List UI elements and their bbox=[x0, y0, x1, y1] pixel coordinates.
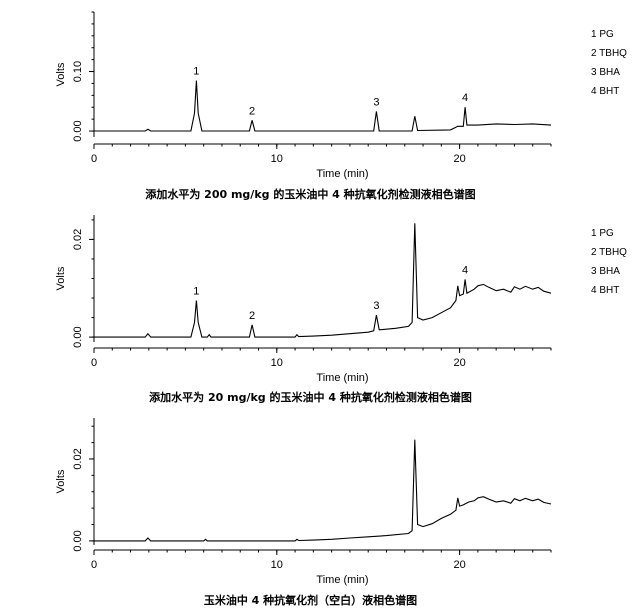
legend-item: 3 BHA bbox=[591, 67, 620, 78]
chromatogram-trace bbox=[94, 439, 552, 542]
x-tick-label: 20 bbox=[453, 153, 465, 165]
legend: 1 PG 2 TBHQ 3 BHA 4 BHT bbox=[591, 228, 627, 296]
figure-caption: 添加水平为 20 mg/kg 的玉米油中 4 种抗氧化剂检测液相色谱图 bbox=[149, 390, 472, 404]
peak-label-1: 1 bbox=[193, 285, 199, 297]
x-tick-label: 10 bbox=[271, 559, 283, 571]
peak-label-3: 3 bbox=[373, 96, 379, 108]
peak-label-4: 4 bbox=[462, 264, 468, 276]
peak-label-2: 2 bbox=[249, 310, 255, 322]
figure-caption: 玉米油中 4 种抗氧化剂（空白）液相色谱图 bbox=[204, 593, 417, 607]
chart-panel-1: 0.00 0.10 0 10 20 Time (min) Volts 1 2 3 4 1 PG 2 TB… bbox=[55, 11, 627, 201]
legend-item: 3 BHA bbox=[591, 266, 620, 277]
chromatogram-trace bbox=[94, 223, 552, 338]
peak-label-4: 4 bbox=[462, 92, 468, 104]
chart-panel-3: 0.00 0.02 0 10 20 Time (min) Volts 玉米油中 4 种抗氧化剂… bbox=[55, 418, 552, 607]
peak-label-2: 2 bbox=[249, 105, 255, 117]
y-axis-label: Volts bbox=[55, 266, 67, 290]
x-tick-label: 0 bbox=[91, 559, 97, 571]
y-axis-label: Volts bbox=[55, 469, 67, 493]
peak-label-3: 3 bbox=[373, 300, 379, 312]
x-axis-label: Time (min) bbox=[316, 372, 368, 384]
y-axis-label: Volts bbox=[55, 62, 67, 86]
legend-item: 4 BHT bbox=[591, 86, 619, 97]
y-tick-label: 0.02 bbox=[72, 448, 84, 469]
x-tick-label: 20 bbox=[453, 357, 465, 369]
legend-item: 1 PG bbox=[591, 228, 614, 239]
x-tick-label: 20 bbox=[453, 559, 465, 571]
legend-item: 2 TBHQ bbox=[591, 48, 627, 59]
y-tick-label: 0.10 bbox=[72, 61, 84, 82]
chromatogram-trace bbox=[94, 80, 552, 132]
x-tick-label: 0 bbox=[91, 357, 97, 369]
legend-item: 2 TBHQ bbox=[591, 247, 627, 258]
x-axis-label: Time (min) bbox=[316, 168, 368, 180]
figure-caption: 添加水平为 200 mg/kg 的玉米油中 4 种抗氧化剂检测液相色谱图 bbox=[145, 187, 475, 201]
legend: 1 PG 2 TBHQ 3 BHA 4 BHT bbox=[591, 29, 627, 97]
peak-label-1: 1 bbox=[193, 65, 199, 77]
legend-item: 4 BHT bbox=[591, 285, 619, 296]
y-tick-label: 0.00 bbox=[72, 120, 84, 141]
y-tick-label: 0.00 bbox=[72, 530, 84, 551]
y-tick-label: 0.00 bbox=[72, 326, 84, 347]
x-tick-label: 0 bbox=[91, 153, 97, 165]
legend-item: 1 PG bbox=[591, 29, 614, 40]
x-tick-label: 10 bbox=[271, 153, 283, 165]
x-axis-label: Time (min) bbox=[316, 574, 368, 586]
x-tick-label: 10 bbox=[271, 357, 283, 369]
y-tick-label: 0.02 bbox=[72, 229, 84, 250]
chart-panel-2: 0.00 0.02 0 10 20 Time (min) Volts 1 2 3 4 1 PG 2 TB… bbox=[55, 215, 627, 404]
